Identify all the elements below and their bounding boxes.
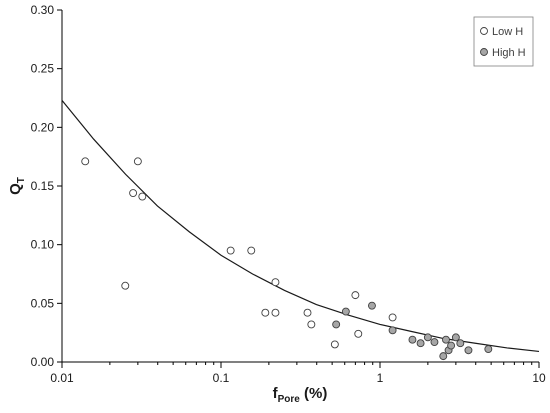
y-tick-label: 0.20: [31, 120, 55, 134]
data-point-low-h: [354, 329, 363, 338]
data-point-high-h: [442, 335, 450, 344]
data-point-high-h: [451, 333, 460, 342]
y-tick-label: 0.25: [31, 62, 55, 76]
data-point-low-h: [307, 320, 316, 329]
data-point-high-h: [332, 320, 341, 329]
x-axis-title-main: f: [273, 385, 279, 402]
data-point-low-h: [271, 308, 280, 317]
x-axis-ticks: 0.01 0.1 1 10: [50, 362, 546, 385]
data-point-high-h: [447, 341, 456, 350]
data-point-low-h: [226, 246, 235, 255]
x-axis-title-unit: (%): [300, 385, 328, 402]
data-points: [81, 157, 493, 361]
x-axis-title: fPore (%): [273, 385, 328, 405]
y-tick-label: 0.30: [31, 3, 55, 17]
data-point-low-h: [247, 246, 256, 255]
data-point-high-h: [416, 339, 425, 348]
plot-area: 0.00 0.05 0.10 0.15 0.20 0.25 0.30 0.01 0.1 1 10: [31, 3, 546, 385]
y-axis-ticks: 0.00 0.05 0.10 0.15 0.20 0.25 0.30: [31, 3, 62, 369]
x-axis-title-subscript: Pore: [278, 394, 301, 405]
data-point-high-h: [484, 345, 493, 354]
data-point-low-h: [129, 189, 138, 197]
legend: Low H High H: [473, 16, 534, 67]
legend-label-low-h: Low H: [492, 26, 523, 38]
plot-frame: [62, 10, 539, 362]
data-point-low-h: [121, 281, 130, 290]
x-tick-label: 10: [532, 371, 546, 385]
legend-marker-high-h: [480, 48, 488, 56]
y-axis-title: QT: [7, 177, 27, 195]
data-point-high-h: [408, 335, 417, 344]
legend-box: [473, 16, 534, 67]
data-point-high-h: [439, 352, 448, 361]
data-point-high-h: [388, 326, 397, 335]
legend-label-high-h: High H: [492, 47, 526, 59]
data-point-high-h: [368, 301, 376, 310]
x-tick-label: 0.01: [50, 371, 74, 385]
y-axis-title-main: Q: [7, 183, 24, 195]
data-point-low-h: [271, 278, 280, 287]
data-point-low-h: [133, 157, 142, 166]
data-point-low-h: [261, 308, 270, 317]
y-tick-label: 0.10: [31, 238, 55, 252]
y-axis-title-subscript: T: [16, 177, 27, 183]
y-tick-label: 0.00: [31, 355, 55, 369]
data-point-high-h: [464, 346, 473, 355]
x-tick-label: 0.1: [213, 371, 230, 385]
legend-marker-low-h: [480, 27, 488, 35]
data-point-low-h: [81, 157, 90, 166]
data-point-high-h: [456, 339, 465, 348]
data-point-low-h: [351, 291, 360, 300]
y-tick-label: 0.15: [31, 179, 55, 193]
data-point-low-h: [138, 192, 147, 201]
data-point-high-h: [430, 338, 439, 347]
data-point-low-h: [388, 313, 397, 322]
data-point-high-h: [341, 307, 350, 316]
y-tick-label: 0.05: [31, 296, 55, 310]
data-point-low-h: [330, 340, 339, 349]
data-point-low-h: [303, 308, 312, 317]
x-tick-label: 1: [377, 371, 384, 385]
data-point-high-h: [423, 333, 432, 342]
